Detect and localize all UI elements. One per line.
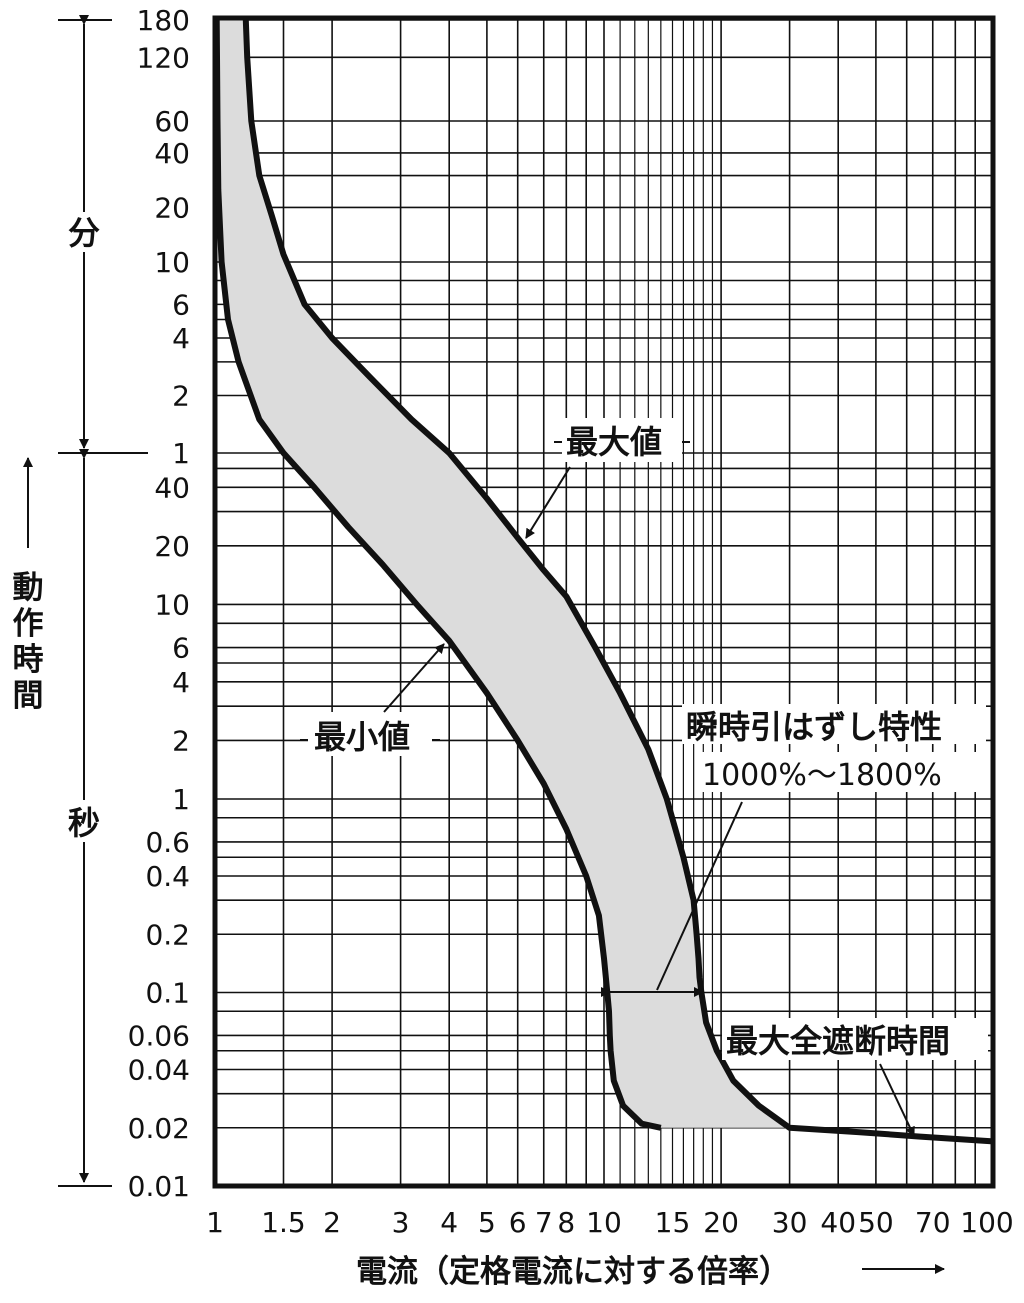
annotation-min: 最小値	[300, 643, 445, 756]
x-tick-labels: 1 1.5 2 3 4 5 6 7 8 10 15 20 30 40 50 70 100	[206, 1206, 1014, 1239]
x-tick-label: 8	[557, 1206, 575, 1239]
x-tick-label: 40	[820, 1206, 856, 1239]
grid	[214, 18, 994, 1187]
y-tick-label: 10	[154, 246, 190, 279]
y-tick-labels: 18012060402010642140201064210.60.40.20.1…	[128, 4, 190, 1203]
y-tick-label: 0.6	[145, 826, 190, 859]
y-tick-label: 0.4	[145, 860, 190, 893]
svg-text:1000%〜1800%: 1000%〜1800%	[702, 758, 942, 793]
y-tick-label: 20	[154, 191, 190, 224]
minutes-bracket: 分	[58, 15, 112, 449]
x-tick-label: 20	[703, 1206, 739, 1239]
y-tick-label: 60	[154, 105, 190, 138]
x-tick-label: 30	[772, 1206, 808, 1239]
x-tick-label: 1	[206, 1206, 224, 1239]
svg-text:最大値: 最大値	[566, 423, 662, 461]
y-tick-label: 10	[154, 588, 190, 621]
y-tick-label: 20	[154, 530, 190, 563]
annotation-instant: 瞬時引はずし特性 1000%〜1800%	[601, 704, 986, 997]
x-tick-label: 1.5	[261, 1206, 306, 1239]
y-tick-label: 0.06	[128, 1019, 190, 1052]
y-tick-label: 2	[172, 380, 190, 413]
x-tick-label: 4	[440, 1206, 458, 1239]
max-curve	[242, 19, 994, 1145]
seconds-unit: 秒	[68, 804, 100, 842]
x-tick-label: 7	[535, 1206, 553, 1239]
x-tick-label: 70	[915, 1206, 951, 1239]
x-tick-label: 10	[586, 1206, 622, 1239]
y-tick-label: 0.2	[145, 918, 190, 951]
annotation-max: 最大値	[525, 418, 690, 539]
svg-text:最小値: 最小値	[314, 718, 410, 756]
svg-text:瞬時引はずし特性: 瞬時引はずし特性	[686, 708, 942, 746]
y-tick-label: 0.02	[128, 1112, 190, 1145]
x-tick-label: 6	[509, 1206, 527, 1239]
seconds-bracket: 秒	[58, 449, 112, 1187]
y-axis-label: 動作時間	[13, 570, 44, 714]
svg-text:最大全遮断時間: 最大全遮断時間	[726, 1022, 950, 1060]
x-tick-label: 3	[392, 1206, 410, 1239]
y-tick-label: 0.1	[145, 977, 190, 1010]
y-tick-label: 4	[172, 666, 190, 699]
plot-frame	[212, 15, 996, 1189]
y-tick-label: 0.01	[128, 1170, 190, 1203]
y-tick-label: 4	[172, 322, 190, 355]
x-tick-label: 2	[323, 1206, 341, 1239]
operating-band	[216, 20, 790, 1128]
x-tick-label: 50	[858, 1206, 894, 1239]
y-tick-label: 6	[172, 288, 190, 321]
minutes-unit: 分	[68, 214, 100, 252]
y-tick-label: 2	[172, 724, 190, 757]
x-axis-title: 電流（定格電流に対する倍率）	[356, 1254, 945, 1290]
y-axis-title: 動作時間	[13, 457, 44, 714]
min-curve	[213, 19, 662, 1131]
annotation-interrupt: 最大全遮断時間	[722, 1018, 988, 1137]
y-tick-label: 120	[137, 41, 190, 74]
x-tick-label: 5	[478, 1206, 496, 1239]
y-tick-label: 1	[172, 783, 190, 816]
y-tick-label: 1	[172, 437, 190, 470]
y-tick-label: 180	[137, 4, 190, 37]
x-tick-label: 100	[960, 1206, 1013, 1239]
y-tick-label: 40	[154, 471, 190, 504]
x-tick-label: 15	[655, 1206, 691, 1239]
y-tick-label: 0.04	[128, 1054, 190, 1087]
y-tick-label: 6	[172, 632, 190, 665]
y-tick-label: 40	[154, 137, 190, 170]
x-axis-label: 電流（定格電流に対する倍率）	[356, 1254, 790, 1290]
